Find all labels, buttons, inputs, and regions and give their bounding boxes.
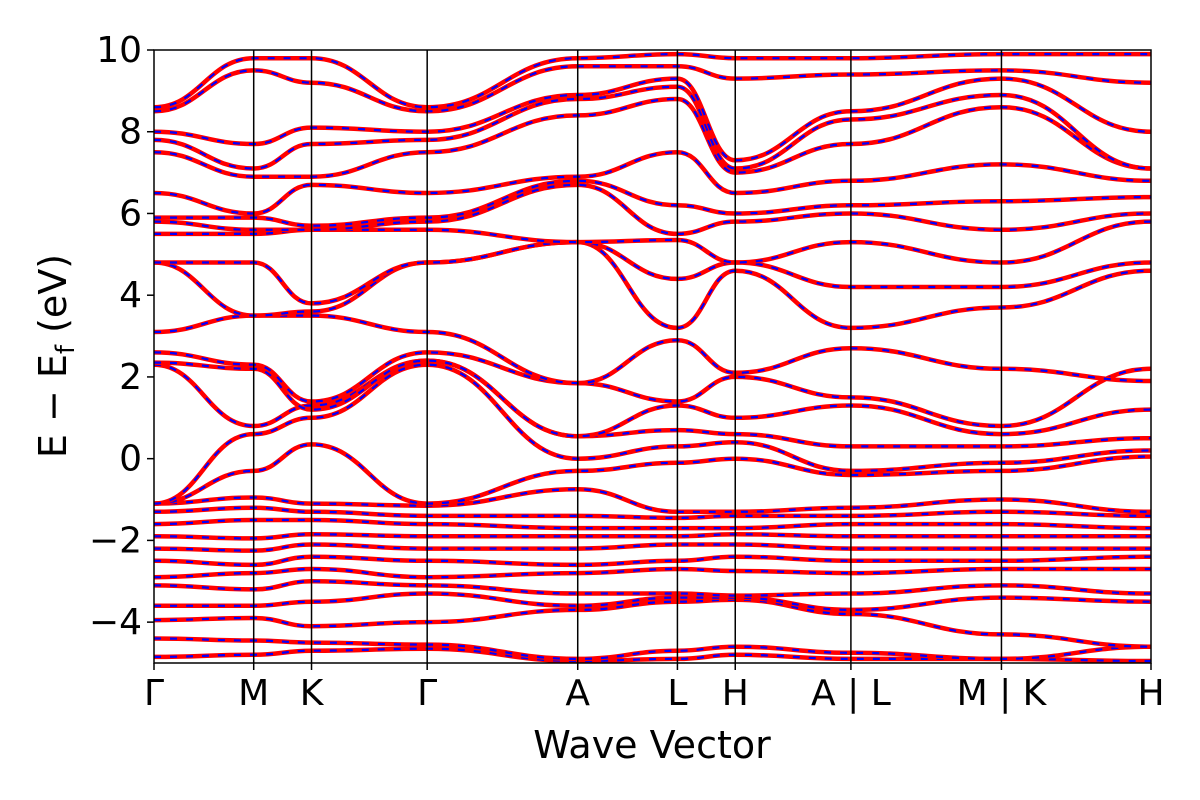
band-line-blue-dashed — [154, 151, 1151, 215]
x-tick-label: A — [565, 673, 590, 714]
y-axis-label-unit: (eV) — [31, 254, 75, 345]
band-line-blue-dashed — [154, 533, 1151, 540]
y-tick-label: 0 — [119, 439, 142, 480]
y-tick-label: 4 — [119, 275, 142, 316]
band-line-blue-dashed — [154, 351, 1151, 428]
y-axis-label-subscript: f — [51, 344, 81, 354]
band-line-red — [154, 84, 1151, 171]
y-tick-label: −2 — [89, 520, 142, 561]
y-tick-label: −4 — [89, 602, 142, 643]
y-axis-label-main: E − E — [31, 354, 75, 458]
x-tick-label: M | K — [957, 673, 1048, 714]
band-line-blue-dashed — [154, 363, 1151, 505]
y-axis-label: E − Ef (eV) — [31, 254, 81, 458]
band-line-blue-dashed — [154, 598, 1151, 648]
band-line-blue-dashed — [154, 77, 1151, 162]
band-line-blue-dashed — [154, 567, 1151, 579]
bands-layer — [154, 51, 1151, 663]
band-line-blue-dashed — [154, 52, 1151, 109]
x-tick-label: H — [722, 673, 749, 714]
y-tick-label: 8 — [119, 112, 142, 153]
band-line-blue-dashed — [154, 488, 1151, 513]
x-tick-label: Γ — [144, 673, 164, 714]
band-line-blue-dashed — [154, 183, 1151, 236]
band-line-blue-dashed — [154, 443, 1151, 505]
x-tick-label: M — [238, 673, 269, 714]
kpath-lines — [252, 50, 1003, 663]
plot-frame — [153, 49, 1152, 664]
band-line-blue-dashed — [154, 518, 1151, 530]
x-tick-label: Γ — [417, 673, 437, 714]
band-line-blue-dashed — [154, 179, 1151, 227]
y-axis-ticks: −4 −2 0 2 4 6 8 10 — [89, 30, 154, 643]
y-tick-label: 10 — [96, 30, 142, 71]
band-line-blue-dashed — [154, 555, 1151, 567]
band-line-blue-dashed — [154, 580, 1151, 597]
band-line-blue-dashed — [154, 637, 1151, 661]
band-line-blue-dashed — [154, 592, 1151, 612]
band-line-blue-dashed — [154, 543, 1151, 552]
band-line-blue-dashed — [154, 506, 1151, 520]
band-line-blue-dashed — [154, 314, 1151, 385]
band-line-blue-dashed — [154, 65, 1151, 113]
x-tick-label: A | L — [811, 673, 891, 714]
band-line-blue-dashed — [154, 359, 1151, 438]
x-axis-label: Wave Vector — [533, 723, 771, 767]
band-line-red — [154, 96, 1151, 179]
x-tick-label: K — [300, 673, 325, 714]
band-line-blue-dashed — [154, 240, 1151, 305]
x-tick-label: H — [1137, 673, 1164, 714]
y-tick-label: 2 — [119, 357, 142, 398]
band-line-blue-dashed — [154, 240, 1151, 330]
y-tick-label: 6 — [119, 193, 142, 234]
x-tick-label: L — [667, 673, 687, 714]
band-line-blue-dashed — [154, 359, 1151, 448]
